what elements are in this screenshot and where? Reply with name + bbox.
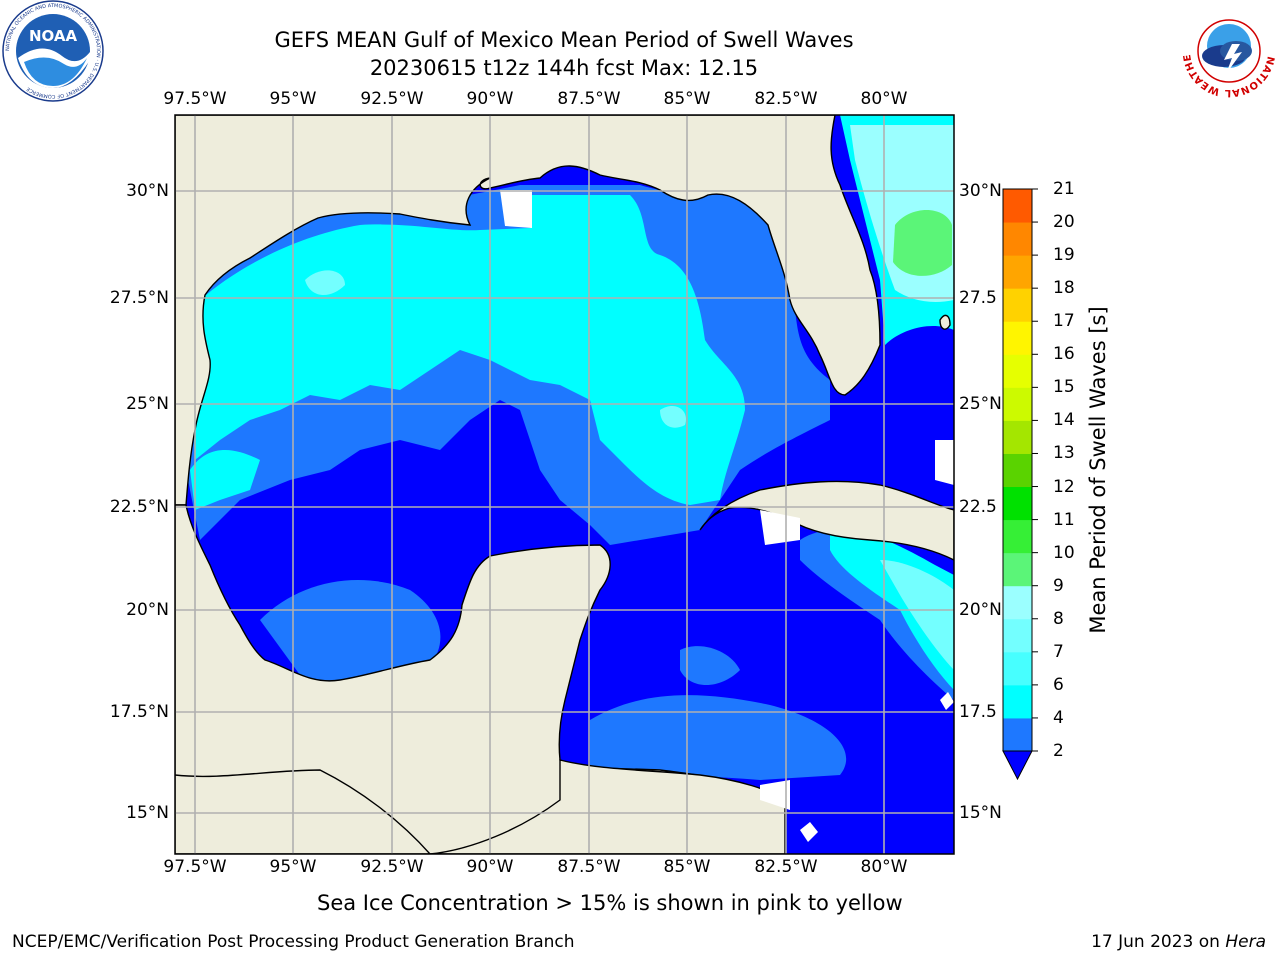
swell-region-caribbean-east-lightcyan bbox=[880, 560, 954, 670]
swell-region-blue-caribbean-2 bbox=[680, 646, 740, 685]
colorbar-band bbox=[1003, 354, 1032, 388]
colorbar-label: Mean Period of Swell Waves [s] bbox=[1086, 306, 1110, 634]
colorbar-band bbox=[1003, 585, 1032, 620]
colorbar-tick-label: 11 bbox=[1053, 509, 1075, 530]
colorbar-tick-label: 14 bbox=[1053, 410, 1075, 431]
colorbar-tick-label: 6 bbox=[1053, 674, 1064, 695]
lat-label-right: 15°N bbox=[959, 803, 1002, 823]
lat-label-left: 15°N bbox=[126, 803, 169, 823]
nws-logo-icon: NATIONAL WEATHER SERVICE bbox=[1180, 2, 1276, 98]
land-usa bbox=[175, 115, 881, 506]
chart-subtitle: 20230615 t12z 144h fcst Max: 12.15 bbox=[369, 56, 759, 80]
swell-region-lightcyan-2 bbox=[660, 405, 686, 428]
swell-region-cyan-west bbox=[190, 450, 260, 510]
lon-label-top: 95°W bbox=[269, 89, 317, 109]
colorbar-band bbox=[1003, 651, 1032, 686]
lon-label-top: 85°W bbox=[663, 89, 711, 109]
swell-region-blue-south bbox=[260, 580, 441, 683]
colorbar-band bbox=[1003, 552, 1032, 587]
colorbar-band bbox=[1003, 288, 1032, 322]
lat-label-right: 22.5 bbox=[959, 497, 997, 517]
lon-label-top: 82.5°W bbox=[754, 89, 818, 109]
footer-date: 17 Jun 2023 on Hera bbox=[1091, 932, 1266, 952]
colorbar-band bbox=[1003, 222, 1032, 256]
masked-areas bbox=[500, 190, 954, 842]
lon-label-bottom: 87.5°W bbox=[557, 857, 621, 877]
colorbar bbox=[1002, 188, 1038, 781]
swell-region-blue-caribbean bbox=[590, 695, 847, 780]
lon-label-bottom: 97.5°W bbox=[163, 857, 227, 877]
colorbar-band bbox=[1003, 189, 1032, 223]
colorbar-band bbox=[1003, 519, 1032, 554]
land-bahamas bbox=[939, 314, 951, 330]
swell-region-caribbean-east-cyan bbox=[830, 529, 954, 690]
colorbar-frame bbox=[1002, 188, 1033, 752]
lon-label-bottom: 92.5°W bbox=[360, 857, 424, 877]
colorbar-band bbox=[1003, 420, 1032, 454]
map-frame bbox=[174, 114, 955, 855]
footer-date-text: 17 Jun 2023 on bbox=[1091, 932, 1220, 952]
chart-title: GEFS MEAN Gulf of Mexico Mean Period of … bbox=[274, 28, 854, 52]
lat-label-right: 30°N bbox=[959, 181, 1002, 201]
lon-label-bottom: 80°W bbox=[860, 857, 908, 877]
colorbar-band bbox=[1003, 321, 1032, 355]
colorbar-tick-label: 21 bbox=[1053, 179, 1075, 199]
footer-credit: NCEP/EMC/Verification Post Processing Pr… bbox=[12, 932, 575, 952]
colorbar-tick-label: 17 bbox=[1053, 311, 1075, 332]
colorbar-tick-label: 4 bbox=[1053, 707, 1064, 728]
lon-label-bottom: 82.5°W bbox=[754, 857, 818, 877]
colorbar-band bbox=[1003, 717, 1032, 752]
colorbar-band bbox=[1003, 684, 1032, 719]
land-cuba bbox=[699, 480, 954, 561]
lon-label-top: 92.5°W bbox=[360, 89, 424, 109]
noaa-logo-icon: NOAA NATIONAL OCEANIC AND ATMOSPHERIC AD… bbox=[2, 0, 104, 102]
colorbar-tick-label: 8 bbox=[1053, 608, 1064, 629]
lat-label-right: 17.5 bbox=[959, 702, 997, 722]
colorbar-tick-label: 2 bbox=[1053, 741, 1064, 761]
lon-label-bottom: 95°W bbox=[269, 857, 317, 877]
lat-label-left: 17.5°N bbox=[109, 702, 169, 722]
colorbar-band bbox=[1003, 387, 1032, 421]
lon-label-top: 80°W bbox=[860, 89, 908, 109]
map-gridlines bbox=[175, 115, 954, 854]
colorbar-tick-label: 9 bbox=[1053, 575, 1064, 596]
lat-label-left: 20°N bbox=[126, 600, 169, 620]
lat-label-left: 25°N bbox=[126, 394, 169, 414]
land bbox=[175, 115, 954, 854]
colorbar-band bbox=[1003, 486, 1032, 521]
sea-ice-note-text: Sea Ice Concentration > 15% is shown in … bbox=[317, 891, 903, 915]
lat-label-left: 27.5°N bbox=[109, 288, 169, 308]
swell-region-atlantic-green bbox=[893, 210, 952, 276]
lon-label-top: 97.5°W bbox=[163, 89, 227, 109]
swell-region-lightcyan-1 bbox=[305, 270, 345, 296]
colorbar-tick-label: 19 bbox=[1053, 245, 1075, 266]
colorbar-tick-label: 16 bbox=[1053, 344, 1075, 365]
footer-host: Hera bbox=[1225, 932, 1266, 952]
lat-label-right: 25°N bbox=[959, 394, 1002, 414]
colorbar-tick-label: 7 bbox=[1053, 641, 1064, 662]
noaa-logo-text: NOAA bbox=[29, 27, 78, 45]
lon-label-bottom: 85°W bbox=[663, 857, 711, 877]
lat-label-left: 30°N bbox=[126, 181, 169, 201]
lat-label-right: 20°N bbox=[959, 600, 1002, 620]
colorbar-band bbox=[1003, 255, 1032, 289]
lon-label-top: 87.5°W bbox=[557, 89, 621, 109]
colorbar-extend-triangle bbox=[1002, 750, 1033, 781]
lat-label-left: 22.5°N bbox=[109, 497, 169, 517]
colorbar-tick-label: 20 bbox=[1053, 212, 1075, 233]
colorbar-tick-label: 13 bbox=[1053, 443, 1075, 464]
lat-label-right: 27.5 bbox=[959, 288, 997, 308]
colorbar-band bbox=[1003, 618, 1032, 653]
colorbar-tick-label: 12 bbox=[1053, 476, 1075, 497]
colorbar-band bbox=[1003, 453, 1032, 488]
lon-label-top: 90°W bbox=[466, 89, 514, 109]
colorbar-tick-label: 10 bbox=[1053, 542, 1075, 563]
lon-label-bottom: 90°W bbox=[466, 857, 514, 877]
colorbar-tick-label: 18 bbox=[1053, 278, 1075, 299]
colorbar-tick-label: 15 bbox=[1053, 377, 1075, 398]
